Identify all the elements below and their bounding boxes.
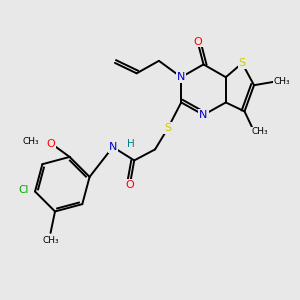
Text: N: N	[199, 110, 208, 120]
Text: N: N	[109, 142, 117, 152]
Text: S: S	[164, 123, 171, 133]
Text: CH₃: CH₃	[252, 128, 268, 136]
Text: N: N	[177, 72, 185, 82]
Text: O: O	[47, 139, 56, 148]
Text: CH₃: CH₃	[274, 77, 291, 86]
Text: Cl: Cl	[18, 185, 28, 195]
Text: CH₃: CH₃	[23, 137, 39, 146]
Text: S: S	[238, 58, 246, 68]
Text: CH₃: CH₃	[42, 236, 59, 245]
Text: O: O	[193, 37, 202, 46]
Text: H: H	[128, 139, 135, 149]
Text: O: O	[125, 180, 134, 190]
